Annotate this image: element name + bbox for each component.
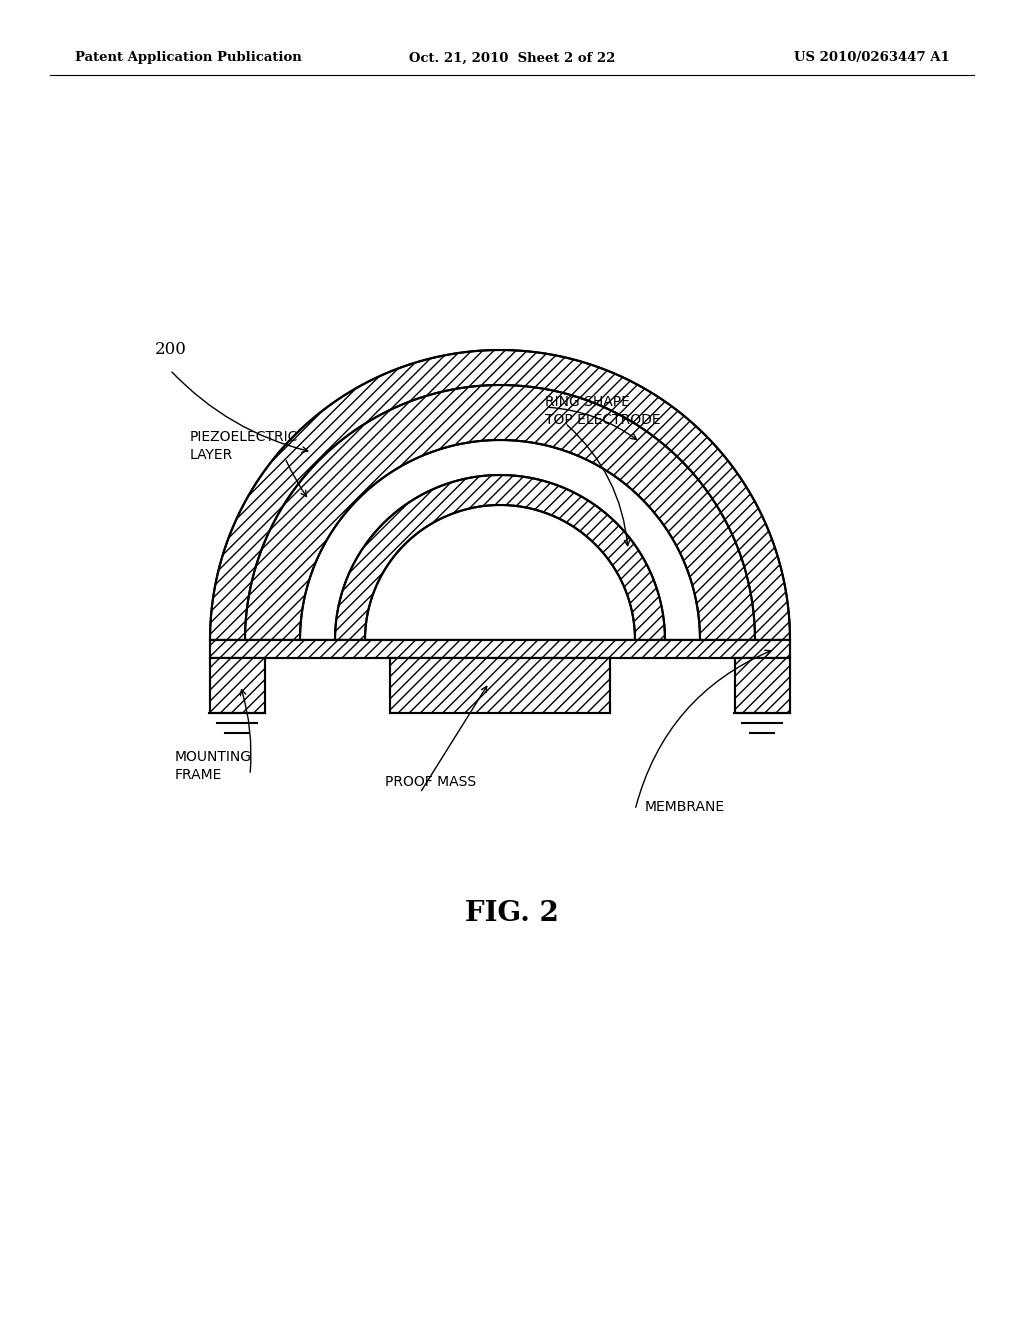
Bar <box>735 657 790 713</box>
Bar <box>210 657 265 713</box>
Bar <box>210 640 790 657</box>
Polygon shape <box>245 385 755 640</box>
Bar <box>210 657 265 713</box>
Bar <box>390 657 610 713</box>
Text: PROOF MASS: PROOF MASS <box>385 775 476 789</box>
Text: 200: 200 <box>155 342 186 359</box>
Text: RING SHAPE
TOP ELECTRODE: RING SHAPE TOP ELECTRODE <box>545 395 660 428</box>
Polygon shape <box>300 440 700 640</box>
Text: MOUNTING
FRAME: MOUNTING FRAME <box>175 750 252 783</box>
Text: PIEZOELECTRIC
LAYER: PIEZOELECTRIC LAYER <box>190 430 298 462</box>
Bar <box>735 657 790 713</box>
Text: Oct. 21, 2010  Sheet 2 of 22: Oct. 21, 2010 Sheet 2 of 22 <box>409 51 615 65</box>
Text: FIG. 2: FIG. 2 <box>465 900 559 927</box>
Polygon shape <box>335 475 665 640</box>
Text: Patent Application Publication: Patent Application Publication <box>75 51 302 65</box>
Bar <box>390 657 610 713</box>
Polygon shape <box>210 350 790 640</box>
Text: US 2010/0263447 A1: US 2010/0263447 A1 <box>795 51 950 65</box>
Text: MEMBRANE: MEMBRANE <box>645 800 725 814</box>
Bar <box>210 640 790 657</box>
Polygon shape <box>365 506 635 640</box>
